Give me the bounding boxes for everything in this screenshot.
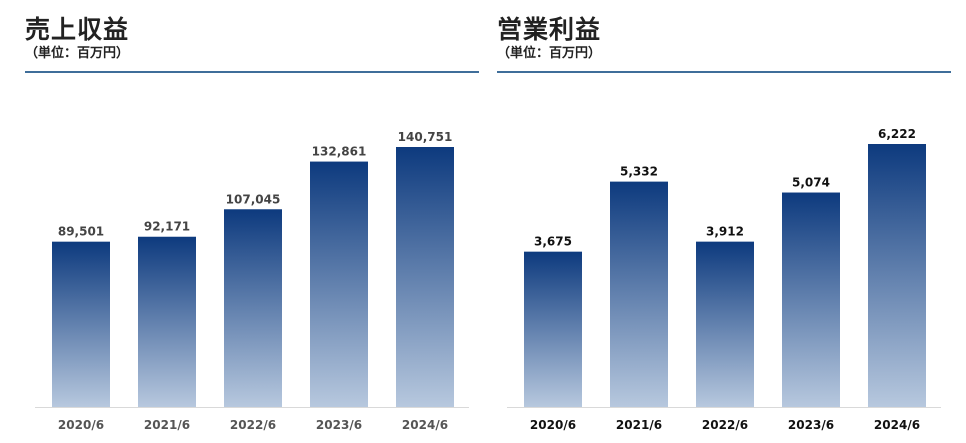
bar-2021-6 xyxy=(610,181,668,407)
data-label: 140,751 xyxy=(398,130,453,144)
bar-2023-6 xyxy=(310,161,368,407)
title-divider xyxy=(497,71,951,73)
x-tick-label: 2024/6 xyxy=(402,418,448,432)
data-label: 6,222 xyxy=(878,127,916,141)
bar-2024-6 xyxy=(396,147,454,407)
revenue-panel: 売上収益 （単位：百万円） 89,501 2020/6 92,171 2021/6 10… xyxy=(25,0,479,443)
data-label: 132,861 xyxy=(312,145,367,159)
data-label: 5,332 xyxy=(620,165,658,179)
chart-title: 営業利益 xyxy=(497,15,602,44)
bar-2020-6 xyxy=(524,251,582,407)
data-label: 92,171 xyxy=(144,220,190,234)
revenue-bar-chart: 89,501 2020/6 92,171 2021/6 107,045 2022/6 132… xyxy=(35,130,469,432)
x-tick-label: 2023/6 xyxy=(788,418,834,432)
bar-2021-6 xyxy=(138,236,196,407)
x-tick-label: 2022/6 xyxy=(230,418,276,432)
bar-2023-6 xyxy=(782,192,840,407)
x-tick-label: 2022/6 xyxy=(702,418,748,432)
operating-profit-panel: 営業利益 （単位：百万円） 3,675 2020/6 5,332 2021/6 3,91… xyxy=(497,0,951,443)
operating-profit-bar-chart: 3,675 2020/6 5,332 2021/6 3,912 2022/6 5,074 20… xyxy=(507,127,941,432)
x-tick-label: 2020/6 xyxy=(58,418,104,432)
x-tick-label: 2020/6 xyxy=(530,418,576,432)
bar-2020-6 xyxy=(52,241,110,407)
x-tick-label: 2021/6 xyxy=(616,418,662,432)
chart-title: 売上収益 xyxy=(25,15,130,44)
bar-2022-6 xyxy=(224,209,282,407)
chart-subtitle: （単位：百万円） xyxy=(497,46,602,61)
chart-subtitle: （単位：百万円） xyxy=(25,46,130,61)
x-tick-label: 2021/6 xyxy=(144,418,190,432)
x-tick-label: 2024/6 xyxy=(874,418,920,432)
bar-2024-6 xyxy=(868,144,926,407)
x-tick-label: 2023/6 xyxy=(316,418,362,432)
data-label: 3,912 xyxy=(706,225,744,239)
title-divider xyxy=(25,71,479,73)
data-label: 5,074 xyxy=(792,176,830,190)
data-label: 107,045 xyxy=(226,192,281,206)
data-label: 89,501 xyxy=(58,225,104,239)
data-label: 3,675 xyxy=(534,235,572,249)
bar-2022-6 xyxy=(696,241,754,407)
